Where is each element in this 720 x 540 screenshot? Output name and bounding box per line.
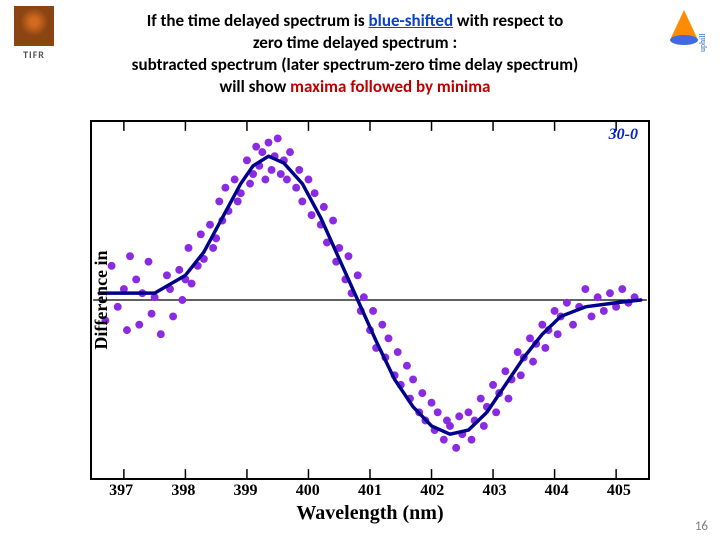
tifr-label: TIFR <box>23 48 45 61</box>
heading-line1-pre: If the time delayed spectrum is <box>147 10 369 31</box>
cone-icon: uphill <box>656 4 712 60</box>
uphill-logo: uphill <box>656 4 712 60</box>
tifr-logo: TIFR <box>10 6 58 66</box>
chart-ylabel: Difference in <box>91 250 112 349</box>
slide-heading: If the time delayed spectrum is blue-shi… <box>60 10 650 98</box>
chart-svg <box>92 122 648 478</box>
svg-text:uphill: uphill <box>698 33 707 52</box>
chart-xlabel: Wavelength (nm) <box>90 502 650 525</box>
difference-spectrum-chart: 30-0 Difference in <box>90 120 650 480</box>
page-number: 16 <box>695 519 708 534</box>
tree-icon <box>14 6 54 46</box>
chart-legend-label: 30-0 <box>609 126 638 144</box>
heading-line2: zero time delayed spectrum : <box>253 32 457 53</box>
heading-blue-shifted: blue-shifted <box>369 10 454 31</box>
heading-line1-post: with respect to <box>453 10 563 31</box>
heading-line3: subtracted spectrum (later spectrum-zero… <box>132 54 579 75</box>
heading-maxima-minima: maxima followed by minima <box>290 76 490 97</box>
chart-xtick-labels: 397398399400401402403404405 <box>90 482 650 500</box>
heading-line4-pre: will show <box>220 76 291 97</box>
